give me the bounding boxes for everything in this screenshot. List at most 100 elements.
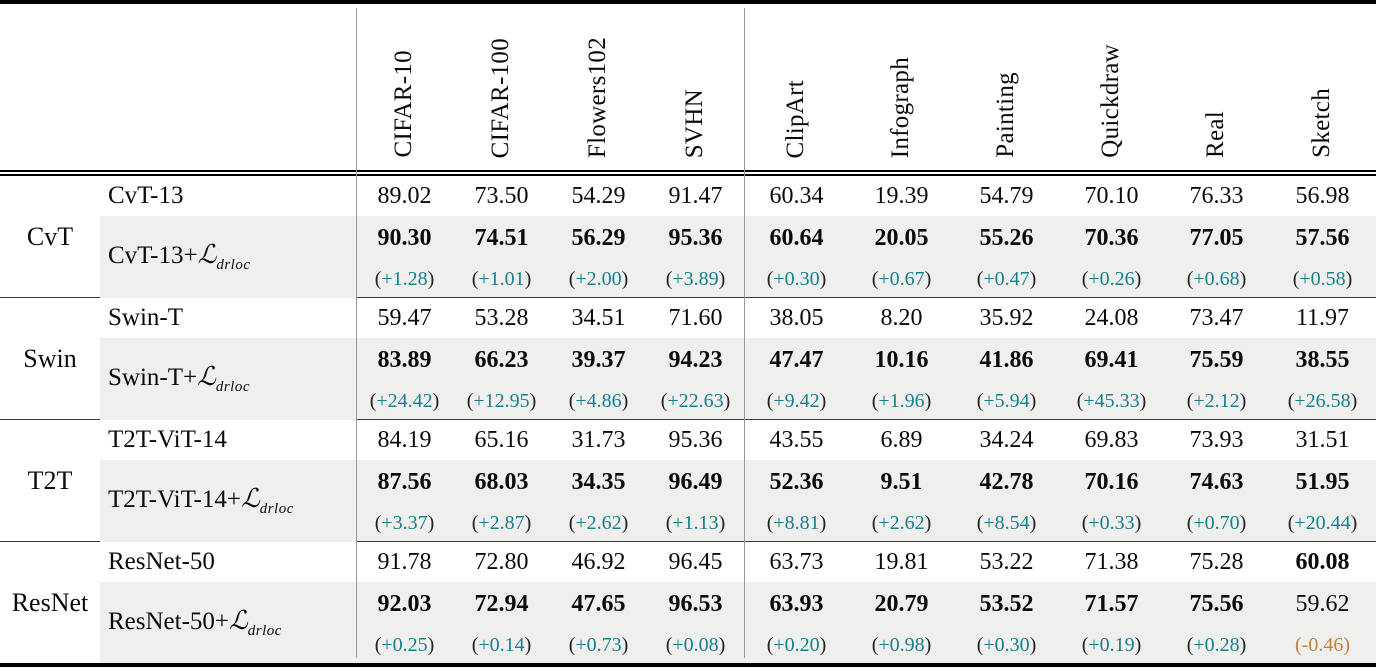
delta-value: +8.54	[983, 511, 1030, 534]
delta-cell: (+1.96)	[849, 383, 954, 420]
loss-symbol: ℒ	[197, 361, 216, 391]
value-cell: 9.51	[849, 460, 954, 505]
delta-value: +24.42	[376, 389, 433, 412]
delta-cell: (+0.67)	[849, 261, 954, 298]
delta-cell: (+2.12)	[1164, 383, 1269, 420]
delta-value: +0.28	[1193, 633, 1240, 656]
delta-close-paren: )	[1139, 389, 1147, 412]
value-cell: 95.36	[647, 216, 744, 261]
delta-open-paren: (	[374, 511, 382, 534]
value-cell: 74.63	[1164, 460, 1269, 505]
group-label: ResNet	[0, 541, 100, 665]
value-cell: 75.56	[1164, 582, 1269, 627]
delta-value: -0.46	[1301, 633, 1344, 656]
value-cell: 19.81	[874, 548, 929, 575]
value-cell: 42.78	[954, 460, 1059, 505]
delta-cell: (+12.95)	[453, 383, 550, 420]
value-cell: 60.64	[744, 216, 849, 261]
value-cell: 56.29	[550, 216, 647, 261]
group-label: CvT	[0, 173, 100, 298]
delta-cell: (+20.44)	[1269, 505, 1376, 542]
delta-row: (+3.37) (+2.87) (+2.62) (+1.13) (+8.81) (+2.6…	[0, 505, 1376, 542]
value-cell: 41.86	[954, 338, 1059, 383]
value-cell: 10.16	[849, 338, 954, 383]
value-cell: 24.08	[1084, 304, 1139, 331]
delta-cell: (+0.47)	[954, 261, 1059, 298]
loss-symbol: ℒ	[240, 483, 260, 513]
value-cell: 72.80	[474, 548, 529, 575]
value-cell: 90.30	[356, 216, 453, 261]
delta-close-paren: )	[1350, 511, 1358, 534]
value-cell: 71.38	[1084, 548, 1139, 575]
delta-open-paren: (	[1186, 389, 1194, 412]
delta-value: +0.14	[478, 633, 525, 656]
column-header: Real	[1202, 110, 1230, 158]
value-cell: 53.52	[954, 582, 1059, 627]
value-cell: 72.94	[453, 582, 550, 627]
delta-open-paren: (	[976, 511, 984, 534]
value-cell: 34.35	[550, 460, 647, 505]
delta-close-paren: )	[524, 267, 532, 290]
model-drloc-prefix: Swin-T+	[108, 363, 198, 391]
delta-value: +0.19	[1088, 633, 1135, 656]
delta-open-paren: (	[471, 267, 479, 290]
delta-open-paren: (	[976, 389, 984, 412]
delta-open-paren: (	[766, 267, 774, 290]
delta-value: +20.44	[1294, 511, 1351, 534]
delta-open-paren: (	[976, 267, 984, 290]
group-label: Swin	[0, 297, 100, 420]
delta-open-paren: (	[766, 389, 774, 412]
model-base-row: CvT CvT-13 89.02 73.50 54.29 91.47 60.34 19.39 5…	[0, 173, 1376, 298]
delta-row: (+0.25) (+0.14) (+0.73) (+0.08) (+0.20) (+0.9…	[0, 627, 1376, 665]
column-separator-line	[356, 8, 358, 658]
delta-value: +2.62	[878, 511, 925, 534]
value-cell: 96.49	[647, 460, 744, 505]
header-cell: Quickdraw	[1059, 2, 1164, 176]
value-cell: 69.83	[1084, 426, 1139, 453]
value-cell: 63.93	[744, 582, 849, 627]
delta-close-paren: )	[1239, 511, 1247, 534]
value-cell: 31.51	[1295, 426, 1350, 453]
delta-close-paren: )	[524, 633, 532, 656]
delta-close-paren: )	[1134, 633, 1142, 656]
delta-cell: (+2.62)	[849, 505, 954, 542]
value-cell: 39.37	[550, 338, 647, 383]
value-cell: 96.45	[668, 548, 723, 575]
delta-close-paren: )	[621, 511, 629, 534]
value-cell: 19.39	[874, 182, 929, 209]
column-header: CIFAR-10	[390, 50, 418, 158]
delta-close-paren: )	[432, 389, 440, 412]
delta-value: +22.63	[667, 389, 724, 412]
delta-close-paren: )	[924, 633, 932, 656]
delta-value: +45.33	[1083, 389, 1140, 412]
delta-value: +0.58	[1299, 267, 1346, 290]
value-cell: 43.55	[769, 426, 824, 453]
delta-close-paren: )	[1134, 511, 1142, 534]
value-cell: 73.50	[474, 182, 529, 209]
delta-open-paren: (	[871, 389, 879, 412]
delta-cell: (+0.98)	[849, 627, 954, 665]
delta-value: +0.08	[672, 633, 719, 656]
delta-open-paren: (	[976, 633, 984, 656]
delta-value: +0.30	[773, 267, 820, 290]
value-cell: 46.92	[571, 548, 626, 575]
value-cell: 87.56	[356, 460, 453, 505]
delta-close-paren: )	[819, 267, 827, 290]
model-drloc-row: CvT-13+ℒdrloc 90.30 74.51 56.29 95.36 60.64 20…	[0, 216, 1376, 298]
value-cell: 54.79	[979, 182, 1034, 209]
header-row: CIFAR-10 CIFAR-100 Flowers102 SVHN ClipArt In…	[0, 2, 1376, 176]
value-cell: 68.03	[453, 460, 550, 505]
delta-close-paren: )	[427, 633, 435, 656]
header-cell: SVHN	[647, 2, 744, 176]
value-cell: 83.89	[356, 338, 453, 383]
column-header: CIFAR-100	[487, 37, 515, 158]
delta-close-paren: )	[1029, 511, 1037, 534]
delta-close-paren: )	[1239, 633, 1247, 656]
delta-cell: (+0.68)	[1164, 261, 1269, 298]
delta-cell: (+2.87)	[453, 505, 550, 542]
delta-open-paren: (	[1294, 633, 1302, 656]
delta-value: +0.30	[983, 633, 1030, 656]
delta-close-paren: )	[529, 389, 537, 412]
delta-cell: (+0.19)	[1059, 627, 1164, 665]
